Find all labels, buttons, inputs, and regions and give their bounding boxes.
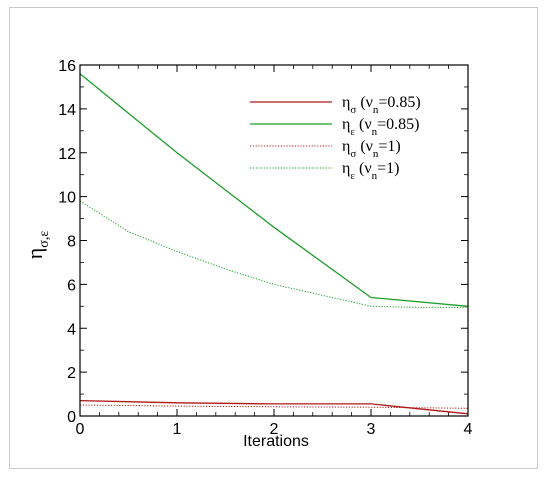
y-tick-label: 8 [67, 234, 76, 251]
y-axis-title-main: η [22, 248, 47, 260]
plot-area-border [79, 64, 469, 417]
x-tick-label: 1 [173, 421, 182, 438]
y-axis-title: ησ,ε [22, 231, 52, 260]
legend: ησ (νn=0.85)ηε (νn=0.85)ησ (νn=1)ηε (νn=… [250, 94, 421, 182]
legend-label-s2: ηε (νn=0.85) [342, 116, 419, 138]
x-tick-label: 4 [464, 421, 473, 438]
series-line-s2 [79, 73, 469, 307]
x-tick-label: 0 [76, 421, 85, 438]
figure-frame [9, 7, 538, 469]
y-tick-label: 6 [67, 277, 76, 294]
y-tick-label: 10 [58, 190, 76, 207]
y-tick-label: 2 [67, 365, 76, 382]
legend-label-s4: ηε (νn=1) [342, 160, 399, 182]
y-tick-label: 0 [67, 409, 76, 426]
series-line-s4 [79, 200, 468, 308]
y-tick-label: 16 [58, 58, 76, 75]
x-axis-title: Iterations [243, 433, 309, 450]
y-tick-label: 14 [58, 102, 76, 119]
y-axis-title-sub: σ,ε [37, 231, 52, 248]
x-tick-label: 3 [367, 421, 376, 438]
y-tick-label: 4 [67, 321, 76, 338]
series-layer [79, 73, 469, 415]
y-tick-label: 12 [58, 146, 76, 163]
legend-label-s1: ησ (νn=0.85) [342, 94, 421, 116]
x-tick-label: 2 [270, 421, 279, 438]
series-line-s3 [79, 404, 469, 409]
legend-label-s3: ησ (νn=1) [342, 138, 401, 160]
series-line-s1 [79, 399, 469, 415]
